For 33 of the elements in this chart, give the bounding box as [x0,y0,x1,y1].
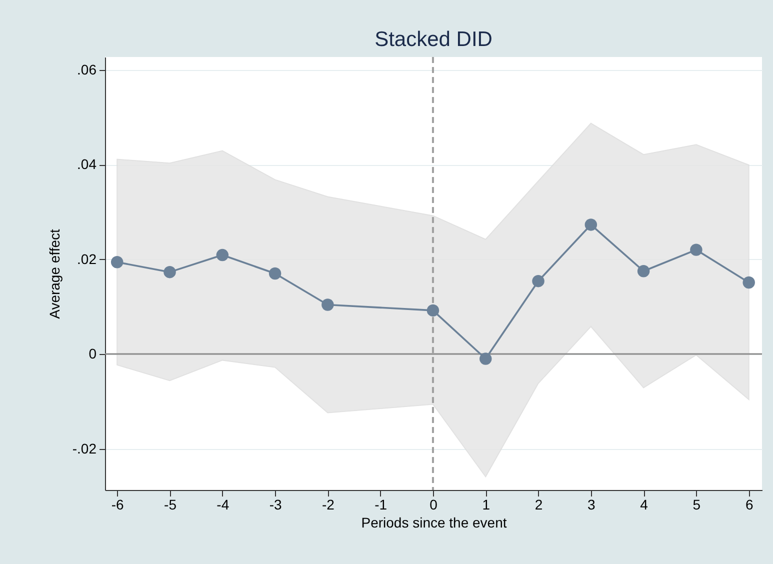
x-tick-label: 4 [640,496,648,512]
y-tick-label: .04 [77,156,97,172]
x-tick-label: 1 [482,496,490,512]
x-tick-label: 2 [534,496,543,512]
point [322,298,334,311]
x-tick-label: -1 [374,496,388,512]
point [426,304,440,317]
x-tick-label: 6 [745,496,754,512]
x-tick-label: -3 [269,496,282,512]
y-axis-title: Average effect [46,229,62,319]
chart-title: Stacked DID [374,28,492,51]
point [584,218,598,231]
x-tick-label: 0 [430,496,438,512]
x-tick-label: 5 [692,496,701,512]
x-tick-label: -6 [111,496,124,512]
point [164,266,176,278]
x-tick-label: 3 [588,496,596,512]
point [637,265,650,278]
point [690,244,702,256]
y-tick-label: 0 [88,346,97,362]
x-tick-label: -5 [164,496,177,512]
point [479,352,492,365]
x-tick-label: -4 [216,496,230,512]
point [532,274,544,288]
point [268,267,282,280]
point [742,276,755,289]
x-axis-title: Periods since the event [361,514,507,530]
y-tick-label: .02 [77,250,97,267]
x-tick-label: -2 [322,496,335,512]
y-tick-label: -.02 [72,440,97,456]
point [216,248,229,262]
point [110,256,124,268]
y-tick-label: .06 [77,61,97,78]
